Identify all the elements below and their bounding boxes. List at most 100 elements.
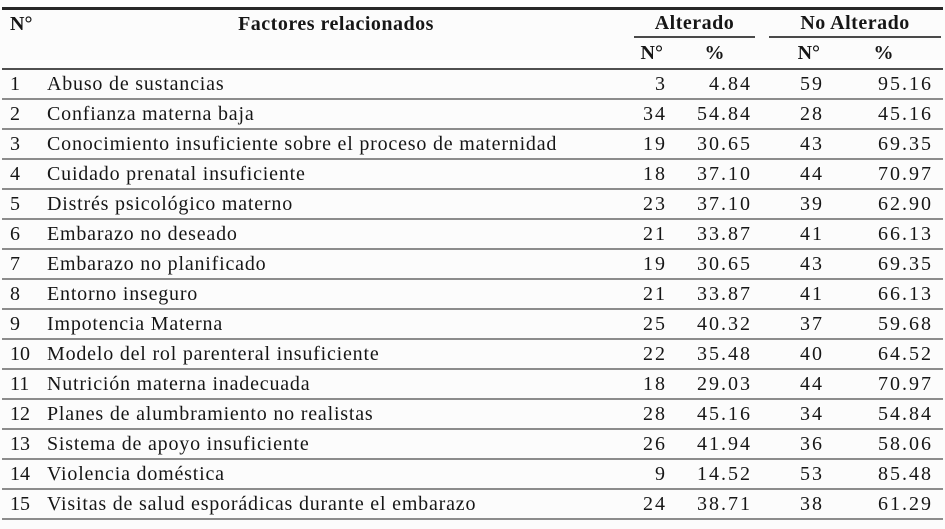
row-number: 12: [2, 399, 40, 430]
no-alterado-n-value: 59: [762, 69, 835, 100]
alterado-pct-value: 30.65: [677, 249, 763, 280]
factor-name: Modelo del rol parenteral insuficiente: [40, 339, 632, 370]
row-number: 4: [2, 159, 40, 190]
subheader-alterado-pct: %: [677, 38, 763, 70]
alterado-pct-value: 29.03: [677, 369, 763, 400]
header-row-subcolumns: N° % N° %: [2, 38, 944, 70]
no-alterado-pct-value: 70.97: [834, 369, 944, 400]
alterado-pct-value: 54.84: [677, 99, 763, 130]
alterado-pct-value: 33.87: [677, 219, 763, 250]
no-alterado-n-value: 38: [762, 489, 835, 520]
no-alterado-pct-value: 54.84: [834, 399, 944, 430]
row-number: 3: [2, 129, 40, 160]
no-alterado-n-value: 43: [762, 129, 835, 160]
row-number: 7: [2, 249, 40, 280]
factor-name: Embarazo no planificado: [40, 249, 632, 280]
no-alterado-n-value: 44: [762, 159, 835, 190]
no-alterado-n-value: 34: [762, 399, 835, 430]
no-alterado-group-label: No Alterado: [769, 10, 942, 38]
factor-name: Confianza materna baja: [40, 99, 632, 130]
header-spacer-num: [2, 38, 40, 70]
no-alterado-n-value: 40: [762, 339, 835, 370]
no-alterado-pct-value: 59.68: [834, 309, 944, 340]
no-alterado-n-value: 53: [762, 459, 835, 490]
factor-name: Visitas de salud esporádicas durante el …: [40, 489, 632, 520]
table-row: 6 Embarazo no deseado 21 33.87 41 66.13: [2, 219, 944, 250]
alterado-n-value: 26: [632, 429, 677, 460]
factor-name: Cuidado prenatal insuficiente: [40, 159, 632, 190]
factor-name: Nutrición materna inadecuada: [40, 369, 632, 400]
alterado-n-value: 22: [632, 339, 677, 370]
alterado-n-value: 21: [632, 279, 677, 310]
row-number: 11: [2, 369, 40, 400]
row-number: 13: [2, 429, 40, 460]
table-row: 11 Nutrición materna inadecuada 18 29.03…: [2, 369, 944, 400]
no-alterado-pct-value: 61.29: [834, 489, 944, 520]
no-alterado-pct-value: 66.13: [834, 219, 944, 250]
subheader-no-alterado-n: N°: [762, 38, 835, 70]
table-header: N° Factores relacionados Alterado No Alt…: [2, 9, 944, 70]
alterado-n-value: 34: [632, 99, 677, 130]
alterado-n-value: 19: [632, 249, 677, 280]
alterado-pct-value: 37.10: [677, 159, 763, 190]
table-row: 4 Cuidado prenatal insuficiente 18 37.10…: [2, 159, 944, 190]
no-alterado-n-value: 36: [762, 429, 835, 460]
no-alterado-pct-value: 70.97: [834, 159, 944, 190]
table-row: 8 Entorno inseguro 21 33.87 41 66.13: [2, 279, 944, 310]
alterado-n-value: 24: [632, 489, 677, 520]
alterado-n-value: 28: [632, 399, 677, 430]
no-alterado-pct-value: 95.16: [834, 69, 944, 100]
header-spacer-factor: [40, 38, 632, 70]
no-alterado-pct-value: 62.90: [834, 189, 944, 220]
alterado-pct-value: 40.32: [677, 309, 763, 340]
factor-name: Entorno inseguro: [40, 279, 632, 310]
row-number: 6: [2, 219, 40, 250]
table-row: 14 Violencia doméstica 9 14.52 53 85.48: [2, 459, 944, 490]
no-alterado-pct-value: 66.13: [834, 279, 944, 310]
factor-name: Distrés psicológico materno: [40, 189, 632, 220]
table-row: 5 Distrés psicológico materno 23 37.10 3…: [2, 189, 944, 220]
table-row: 3 Conocimiento insuficiente sobre el pro…: [2, 129, 944, 160]
no-alterado-pct-value: 69.35: [834, 129, 944, 160]
factor-name: Violencia doméstica: [40, 459, 632, 490]
table-row: 15 Visitas de salud esporádicas durante …: [2, 489, 944, 520]
factor-name: Impotencia Materna: [40, 309, 632, 340]
row-number: 10: [2, 339, 40, 370]
alterado-pct-value: 4.84: [677, 69, 763, 100]
column-header-num: N°: [10, 12, 33, 35]
column-group-no-alterado: No Alterado: [762, 9, 943, 38]
no-alterado-pct-value: 45.16: [834, 99, 944, 130]
alterado-pct-value: 14.52: [677, 459, 763, 490]
row-number: 1: [2, 69, 40, 100]
no-alterado-n-value: 41: [762, 279, 835, 310]
alterado-n-value: 3: [632, 69, 677, 100]
no-alterado-n-value: 44: [762, 369, 835, 400]
table-row: 2 Confianza materna baja 34 54.84 28 45.…: [2, 99, 944, 130]
row-number: 9: [2, 309, 40, 340]
factor-name: Sistema de apoyo insuficiente: [40, 429, 632, 460]
alterado-group-label: Alterado: [634, 10, 756, 38]
alterado-pct-value: 30.65: [677, 129, 763, 160]
row-number: 8: [2, 279, 40, 310]
no-alterado-n-value: 39: [762, 189, 835, 220]
alterado-pct-value: 45.16: [677, 399, 763, 430]
no-alterado-pct-value: 58.06: [834, 429, 944, 460]
alterado-pct-value: 33.87: [677, 279, 763, 310]
factor-name: Embarazo no deseado: [40, 219, 632, 250]
table-row: 7 Embarazo no planificado 19 30.65 43 69…: [2, 249, 944, 280]
alterado-n-value: 25: [632, 309, 677, 340]
alterado-n-value: 18: [632, 369, 677, 400]
no-alterado-n-value: 28: [762, 99, 835, 130]
alterado-n-value: 21: [632, 219, 677, 250]
no-alterado-n-value: 43: [762, 249, 835, 280]
no-alterado-pct-value: 64.52: [834, 339, 944, 370]
factor-name: Abuso de sustancias: [40, 69, 632, 100]
table-row: 12 Planes de alumbramiento no realistas …: [2, 399, 944, 430]
table-row: 10 Modelo del rol parenteral insuficient…: [2, 339, 944, 370]
factor-name: Conocimiento insuficiente sobre el proce…: [40, 129, 632, 160]
factors-table: N° Factores relacionados Alterado No Alt…: [2, 7, 944, 520]
no-alterado-pct-value: 69.35: [834, 249, 944, 280]
row-number: 2: [2, 99, 40, 130]
alterado-pct-value: 35.48: [677, 339, 763, 370]
